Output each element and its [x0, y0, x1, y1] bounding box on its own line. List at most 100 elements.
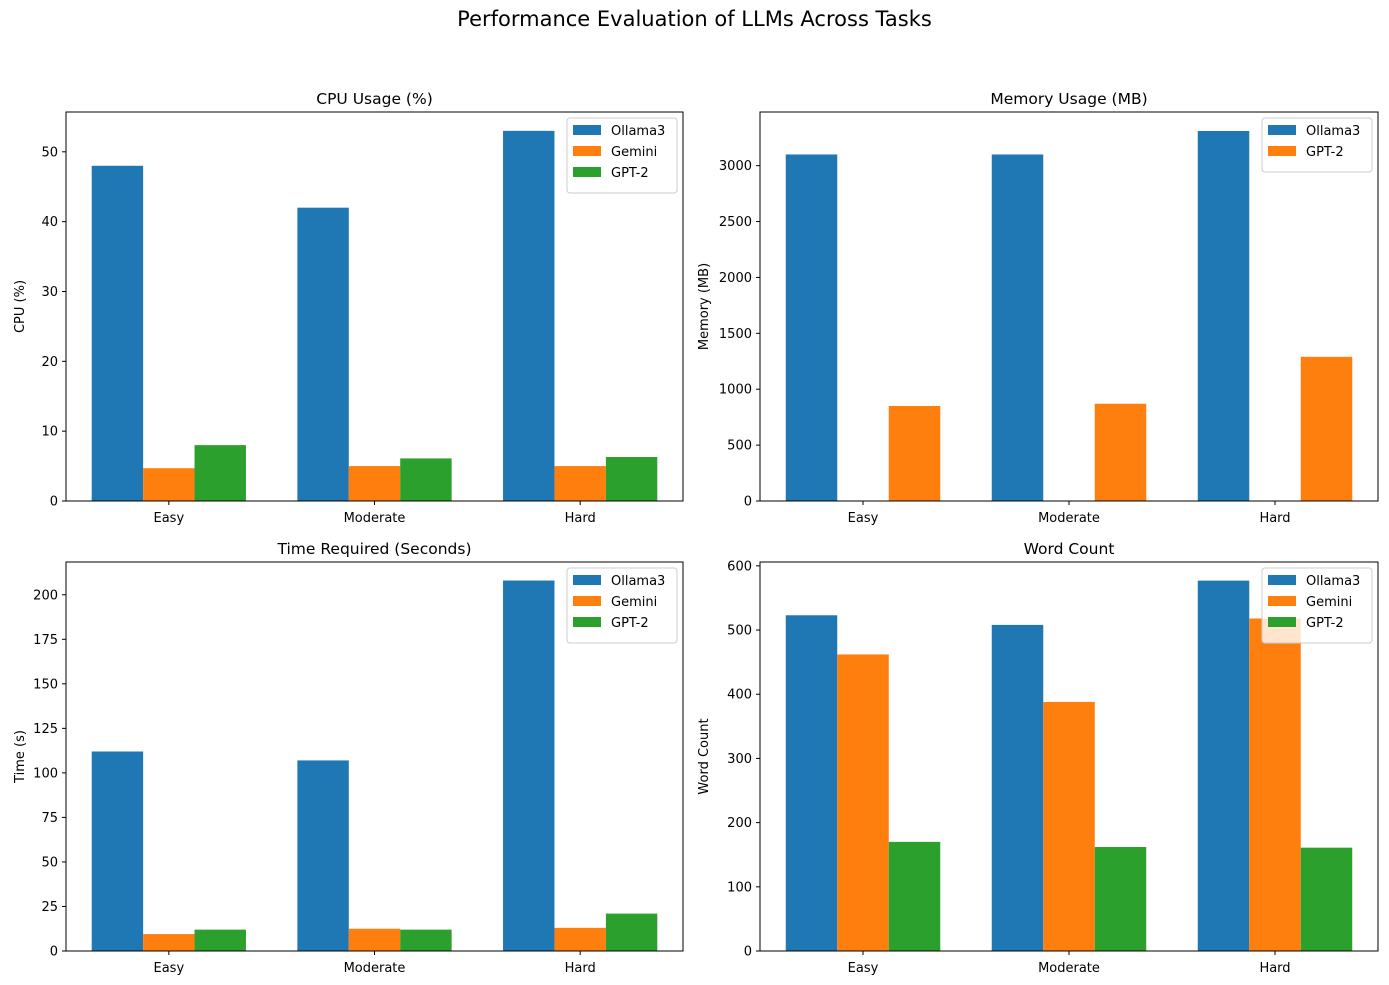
x-tick-label: Easy: [848, 511, 879, 526]
legend-swatch: [573, 596, 601, 606]
bar-gpt-2-hard: [605, 913, 658, 951]
y-tick-label: 500: [727, 624, 752, 639]
bar-gpt-2-moderate: [1094, 847, 1147, 951]
legend-swatch: [1268, 575, 1296, 585]
y-tick-label: 500: [727, 439, 752, 454]
bar-gpt-2-hard: [1300, 847, 1353, 951]
y-tick-label: 1500: [719, 327, 752, 342]
legend: Ollama3 Gemini GPT-2: [566, 567, 678, 644]
x-tick-label: Easy: [848, 961, 879, 976]
legend: Ollama3 GPT-2: [1261, 117, 1373, 173]
legend-label: Ollama3: [1306, 574, 1360, 589]
y-tick-label: 1000: [719, 383, 752, 398]
legend-label: Gemini: [611, 595, 657, 610]
y-axis-label: Word Count: [697, 718, 712, 794]
bar-ollama3-easy: [91, 165, 144, 501]
chart-title: Word Count: [1024, 540, 1115, 558]
y-tick-label: 10: [41, 425, 58, 440]
legend-swatch: [573, 617, 601, 627]
legend-label: GPT-2: [1306, 616, 1344, 631]
y-tick-label: 200: [727, 816, 752, 831]
x-tick-label: Easy: [154, 511, 185, 526]
bar-gpt-2-easy: [194, 929, 246, 951]
y-tick-label: 20: [41, 355, 58, 370]
legend-swatch: [573, 575, 601, 585]
legend: Ollama3 Gemini GPT-2: [566, 117, 678, 194]
legend-swatch: [573, 125, 601, 135]
chart-panel: 0 10 20 30 40 50 Easy Moderate Hard CPU Usage (%)…: [13, 90, 684, 526]
y-axis-label: Memory (MB): [697, 263, 712, 350]
x-tick-label: Hard: [565, 961, 596, 976]
legend-label: Ollama3: [1306, 124, 1360, 139]
x-tick-label: Moderate: [1038, 961, 1100, 976]
y-tick-label: 2000: [719, 271, 752, 286]
legend-swatch: [1268, 146, 1296, 156]
legend-label: Gemini: [1306, 595, 1352, 610]
legend-swatch: [1268, 617, 1296, 627]
bar-gemini-hard: [1249, 618, 1301, 951]
y-axis-label: CPU (%): [13, 280, 28, 333]
y-tick-label: 2500: [719, 215, 752, 230]
bar-ollama3-moderate: [991, 624, 1044, 951]
x-tick-label: Moderate: [344, 961, 406, 976]
y-tick-label: 300: [727, 752, 752, 767]
y-tick-label: 600: [727, 559, 752, 574]
legend-label: Ollama3: [611, 124, 665, 139]
x-tick-label: Easy: [154, 961, 185, 976]
bar-gemini-moderate: [348, 466, 401, 501]
bar-ollama3-easy: [91, 751, 144, 951]
y-tick-label: 0: [744, 945, 752, 960]
y-tick-label: 0: [744, 495, 752, 510]
bar-ollama3-easy: [785, 154, 838, 502]
bar-ollama3-hard: [503, 580, 555, 951]
bar-gpt-2-hard: [1300, 356, 1353, 501]
y-tick-label: 30: [41, 285, 58, 300]
y-tick-label: 100: [727, 880, 752, 895]
y-tick-label: 100: [33, 766, 58, 781]
bar-gemini-hard: [554, 927, 606, 951]
bar-ollama3-moderate: [297, 207, 349, 501]
legend: Ollama3 Gemini GPT-2: [1261, 567, 1373, 644]
y-tick-label: 40: [41, 215, 58, 230]
bar-ollama3-hard: [1197, 580, 1250, 951]
x-tick-label: Hard: [1259, 961, 1290, 976]
x-tick-label: Moderate: [344, 511, 406, 526]
chart-panel: 0 100 200 300 400 500 600 Easy Moderate Hard Word …: [697, 540, 1379, 976]
x-tick-label: Moderate: [1038, 511, 1100, 526]
bar-gemini-easy: [143, 468, 195, 501]
y-tick-label: 175: [33, 633, 58, 648]
bar-gpt-2-hard: [605, 457, 658, 501]
bar-gpt-2-moderate: [400, 929, 452, 951]
y-tick-label: 0: [50, 945, 58, 960]
bar-gemini-easy: [837, 654, 889, 951]
chart-title: Time Required (Seconds): [277, 540, 472, 558]
legend-swatch: [573, 167, 601, 177]
legend-label: Gemini: [611, 145, 657, 160]
y-tick-label: 25: [41, 900, 58, 915]
legend-label: GPT-2: [611, 616, 649, 631]
bar-gpt-2-easy: [888, 841, 941, 951]
y-tick-label: 3000: [719, 159, 752, 174]
chart-panel: 0 500 1000 1500 2000 2500 3000 Easy Moderate Hard…: [697, 90, 1379, 526]
x-tick-label: Hard: [1259, 511, 1290, 526]
figure-title: Performance Evaluation of LLMs Across Ta…: [457, 7, 932, 31]
chart-title: Memory Usage (MB): [990, 90, 1147, 108]
bar-ollama3-moderate: [297, 760, 349, 951]
y-tick-label: 50: [41, 145, 58, 160]
y-tick-label: 150: [33, 677, 58, 692]
bar-gemini-moderate: [1043, 701, 1095, 951]
bar-gemini-moderate: [348, 928, 401, 951]
bar-gpt-2-moderate: [1094, 403, 1147, 501]
legend-label: GPT-2: [1306, 145, 1344, 160]
y-tick-label: 0: [50, 495, 58, 510]
legend-label: Ollama3: [611, 574, 665, 589]
legend-swatch: [1268, 125, 1296, 135]
bar-ollama3-moderate: [991, 154, 1044, 502]
legend-label: GPT-2: [611, 166, 649, 181]
bar-ollama3-hard: [503, 130, 555, 502]
bar-ollama3-easy: [785, 615, 838, 951]
bar-gpt-2-moderate: [400, 458, 452, 501]
chart-title: CPU Usage (%): [316, 90, 433, 108]
bar-gpt-2-easy: [888, 405, 941, 501]
